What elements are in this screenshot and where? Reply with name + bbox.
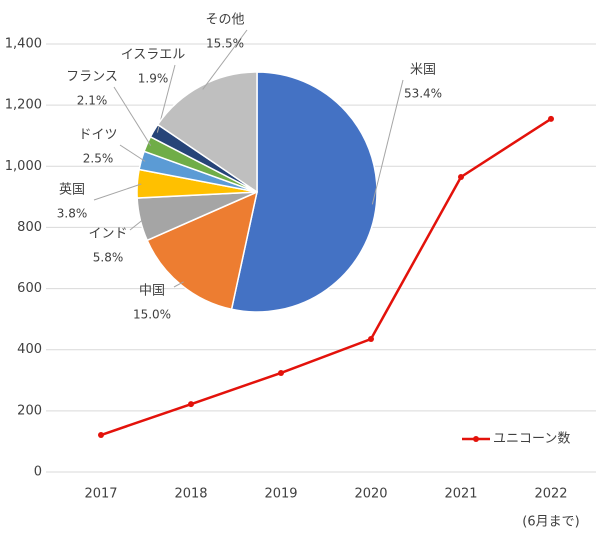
- leader-line: [129, 218, 145, 231]
- pie-value-label: 15.0%: [133, 308, 171, 322]
- pie-label: その他: [205, 13, 244, 28]
- legend-label: ユニコーン数: [493, 432, 570, 447]
- y-tick-label: 0: [34, 465, 42, 480]
- pie-value-label: 1.9%: [138, 72, 169, 86]
- point: [278, 369, 284, 376]
- point: [368, 336, 374, 343]
- pie-label: インド: [88, 227, 127, 242]
- x-tick-label: 2018: [174, 487, 207, 502]
- pie-label: 中国: [139, 284, 165, 299]
- pie-value-label: 53.4%: [404, 87, 442, 101]
- leader-line: [173, 281, 184, 288]
- y-tick-label: 200: [17, 403, 42, 418]
- y-tick-label: 400: [17, 342, 42, 357]
- leader-line: [371, 79, 404, 205]
- y-tick-label: 800: [17, 220, 42, 235]
- pie-label: 米国: [410, 63, 436, 78]
- x-tick-note: (6月まで): [522, 515, 579, 530]
- leader-line: [202, 29, 248, 90]
- x-tick-label: 2021: [444, 487, 477, 502]
- pie-label: イスラエル: [121, 48, 186, 63]
- pie-value-label: 15.5%: [206, 37, 244, 51]
- pie-value-label: 2.5%: [83, 152, 114, 166]
- pie-value-label: 2.1%: [77, 94, 108, 108]
- leader-line: [93, 183, 142, 201]
- y-tick-label: 1,400: [5, 37, 42, 52]
- x-tick-label: 2019: [264, 487, 297, 502]
- leader-line: [113, 86, 152, 146]
- point: [98, 432, 104, 439]
- x-tick-label: 2017: [84, 487, 117, 502]
- y-tick-label: 1,000: [5, 159, 42, 174]
- pie-value-label: 3.8%: [57, 207, 88, 221]
- pie-label: ドイツ: [78, 128, 117, 143]
- line: [100, 117, 552, 437]
- pie-value-label: 5.8%: [93, 251, 124, 265]
- x-tick-label: 2020: [354, 487, 387, 502]
- pie-label: フランス: [66, 70, 118, 85]
- pie-slice: [156, 71, 258, 194]
- legend-marker: [473, 436, 479, 442]
- point: [548, 115, 554, 122]
- point: [458, 173, 464, 180]
- pie-label: 英国: [59, 183, 85, 198]
- leader-line: [119, 144, 146, 162]
- y-tick-label: 1,200: [5, 98, 42, 113]
- pie-slice: [146, 190, 259, 311]
- point: [188, 401, 194, 408]
- y-tick-label: 600: [17, 281, 42, 296]
- x-tick-label: 2022: [534, 487, 567, 502]
- pie-slice: [230, 71, 378, 313]
